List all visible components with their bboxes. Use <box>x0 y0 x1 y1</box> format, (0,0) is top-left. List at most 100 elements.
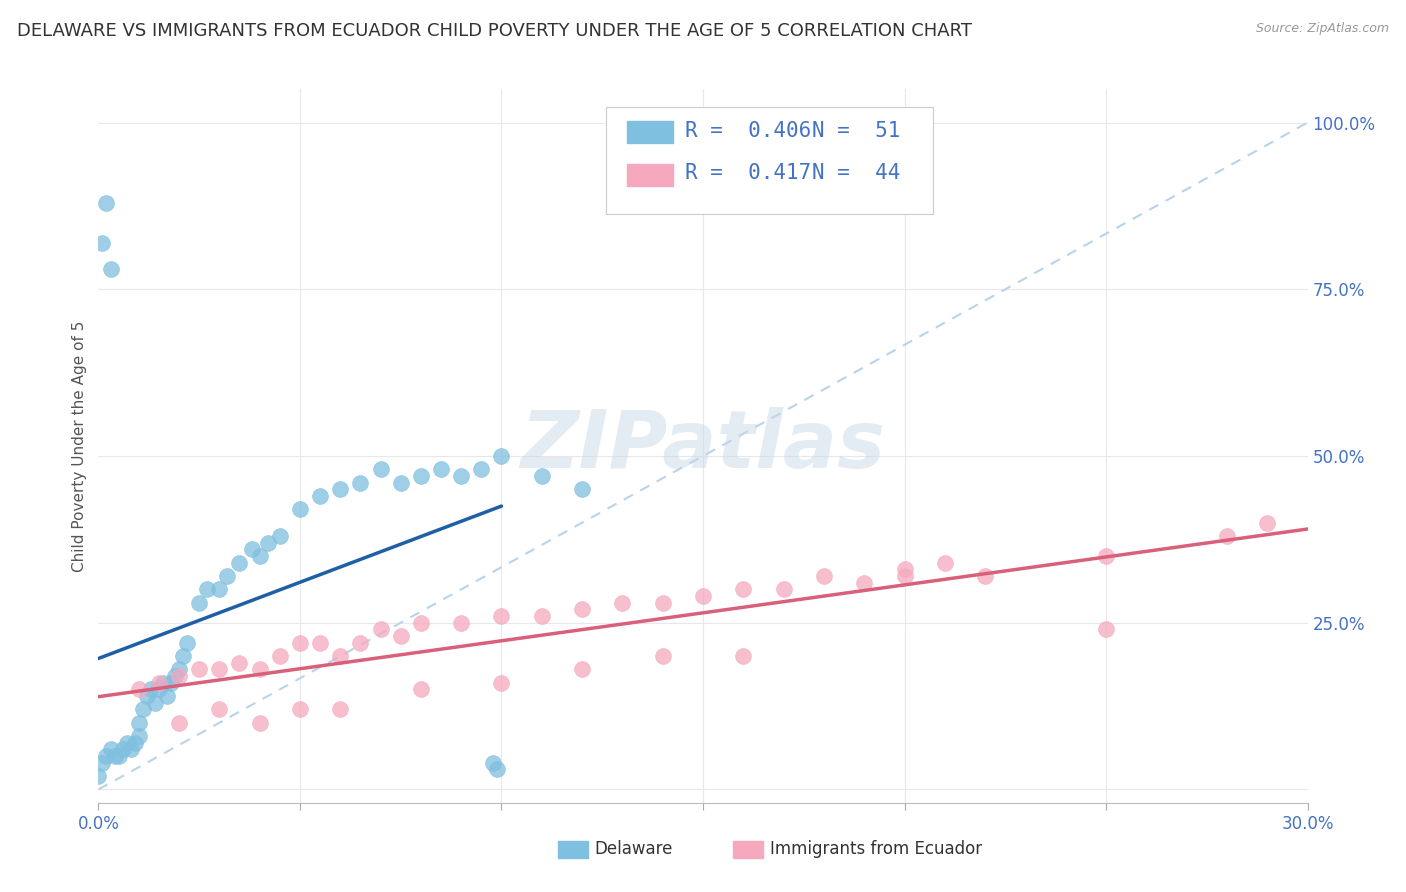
Point <box>167 669 190 683</box>
Bar <box>734 840 763 858</box>
FancyBboxPatch shape <box>606 107 932 214</box>
Point <box>389 629 412 643</box>
Point <box>269 529 291 543</box>
Point <box>128 682 150 697</box>
Text: Delaware: Delaware <box>595 840 672 858</box>
Point <box>100 262 122 277</box>
Point <box>167 715 190 730</box>
Point <box>152 675 174 690</box>
Text: DELAWARE VS IMMIGRANTS FROM ECUADOR CHILD POVERTY UNDER THE AGE OF 5 CORRELATION: DELAWARE VS IMMIGRANTS FROM ECUADOR CHIL… <box>17 22 972 40</box>
Point <box>450 615 472 630</box>
Point <box>486 763 509 777</box>
Text: Immigrants from Ecuador: Immigrants from Ecuador <box>769 840 981 858</box>
Point <box>115 736 138 750</box>
Point <box>389 475 412 490</box>
Point <box>111 742 134 756</box>
Point <box>249 715 271 730</box>
Point <box>96 195 118 210</box>
Point <box>370 623 392 637</box>
Point <box>167 662 190 676</box>
Point <box>571 483 593 497</box>
Point <box>139 682 162 697</box>
Point <box>349 475 371 490</box>
Point <box>176 636 198 650</box>
Point <box>120 742 142 756</box>
Point <box>132 702 155 716</box>
Point <box>470 462 492 476</box>
Point <box>96 749 118 764</box>
Point <box>240 542 263 557</box>
Y-axis label: Child Poverty Under the Age of 5: Child Poverty Under the Age of 5 <box>72 320 87 572</box>
Bar <box>627 121 673 143</box>
Point <box>100 742 122 756</box>
Point <box>288 702 311 716</box>
Point <box>329 702 352 716</box>
Point <box>228 656 250 670</box>
Point <box>349 636 371 650</box>
Point <box>249 549 271 563</box>
Point <box>482 756 505 770</box>
Point <box>188 596 211 610</box>
Point <box>91 756 114 770</box>
Point <box>128 715 150 730</box>
Point <box>409 469 432 483</box>
Point <box>208 582 231 597</box>
Text: N =  51: N = 51 <box>811 120 900 141</box>
Point <box>733 582 755 597</box>
Point <box>288 502 311 516</box>
Point <box>195 582 218 597</box>
Point <box>491 609 513 624</box>
Point <box>148 675 170 690</box>
Point <box>409 615 432 630</box>
Point <box>208 662 231 676</box>
Point <box>1095 549 1118 563</box>
Point <box>772 582 794 597</box>
Point <box>188 662 211 676</box>
Point <box>135 689 157 703</box>
Point <box>128 729 150 743</box>
Point <box>329 649 352 664</box>
Point <box>217 569 239 583</box>
Point <box>491 449 513 463</box>
Point <box>256 535 278 549</box>
Point <box>692 589 714 603</box>
Point <box>269 649 291 664</box>
Text: R =  0.406: R = 0.406 <box>685 120 811 141</box>
Point <box>228 556 250 570</box>
Point <box>163 669 186 683</box>
Point <box>571 662 593 676</box>
Point <box>974 569 997 583</box>
Point <box>107 749 129 764</box>
Point <box>249 662 271 676</box>
Point <box>450 469 472 483</box>
Point <box>530 609 553 624</box>
Point <box>934 556 956 570</box>
Point <box>853 575 876 590</box>
Point <box>370 462 392 476</box>
Text: N =  44: N = 44 <box>811 163 900 184</box>
Point <box>530 469 553 483</box>
Point <box>1256 516 1278 530</box>
Point <box>612 596 634 610</box>
Point <box>124 736 146 750</box>
Point <box>148 682 170 697</box>
Point <box>309 489 332 503</box>
Point <box>1095 623 1118 637</box>
Point <box>103 749 125 764</box>
Bar <box>627 164 673 186</box>
Point <box>430 462 453 476</box>
Point <box>143 696 166 710</box>
Point <box>1216 529 1239 543</box>
Point <box>813 569 835 583</box>
Point <box>491 675 513 690</box>
Text: R =  0.417: R = 0.417 <box>685 163 811 184</box>
Point <box>309 636 332 650</box>
Point <box>288 636 311 650</box>
Point <box>91 235 114 250</box>
Point <box>409 682 432 697</box>
Point <box>651 649 673 664</box>
Point <box>160 675 183 690</box>
Bar <box>558 840 588 858</box>
Point <box>893 562 915 576</box>
Point <box>893 569 915 583</box>
